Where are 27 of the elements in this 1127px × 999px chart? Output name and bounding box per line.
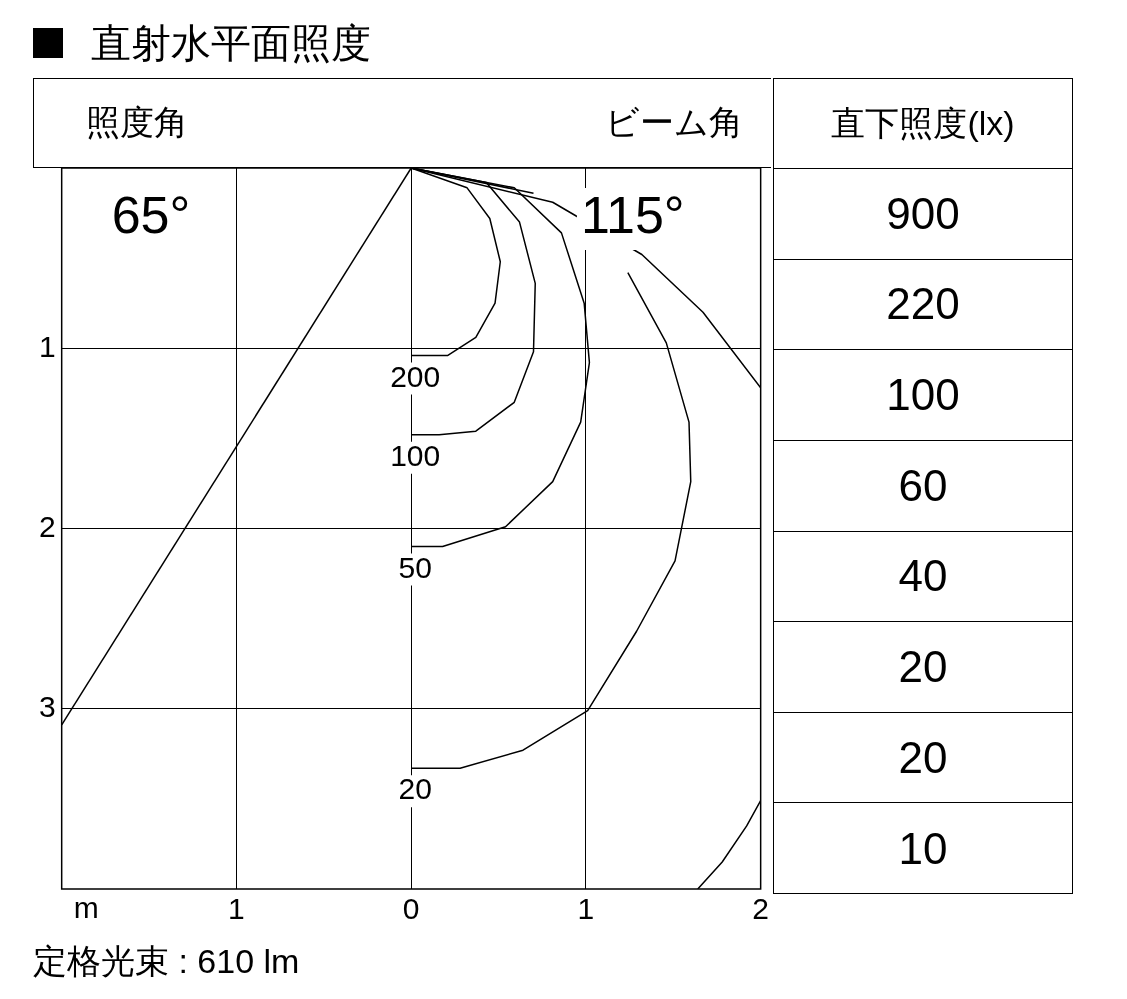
text: 900 (774, 169, 1072, 260)
text: 100 (774, 350, 1072, 441)
text: ビーム角 (605, 102, 743, 143)
x-tick-label: 1 (577, 892, 595, 926)
y-tick-label: 1 (39, 329, 56, 363)
x-axis-title: m (73, 891, 99, 925)
text: 60 (774, 440, 1072, 532)
annotation: 115° (580, 186, 685, 245)
series-label: 20 (398, 772, 432, 806)
text: 20 (774, 622, 1072, 713)
x-tick-label: 0 (402, 892, 420, 926)
text: 20 (774, 712, 1072, 804)
y-tick-label: 2 (39, 509, 56, 543)
series-label: 50 (398, 550, 432, 584)
text: 直下照度(lx) (774, 79, 1072, 169)
text: 定格光束 : 610 lm (33, 941, 301, 982)
text: 40 (774, 531, 1072, 623)
text: 照度角 (86, 102, 188, 143)
x-tick-label: 2 (752, 892, 769, 926)
series-label: 100 (390, 439, 441, 473)
text: 220 (774, 259, 1072, 351)
y-tick-label: 3 (39, 690, 56, 724)
annotation: 65° (111, 186, 191, 245)
series-label: 200 (390, 359, 441, 393)
text: 10 (897, 822, 949, 875)
x-tick-label: 1 (228, 892, 245, 926)
chart-title: 直射水平面照度 (91, 19, 371, 67)
